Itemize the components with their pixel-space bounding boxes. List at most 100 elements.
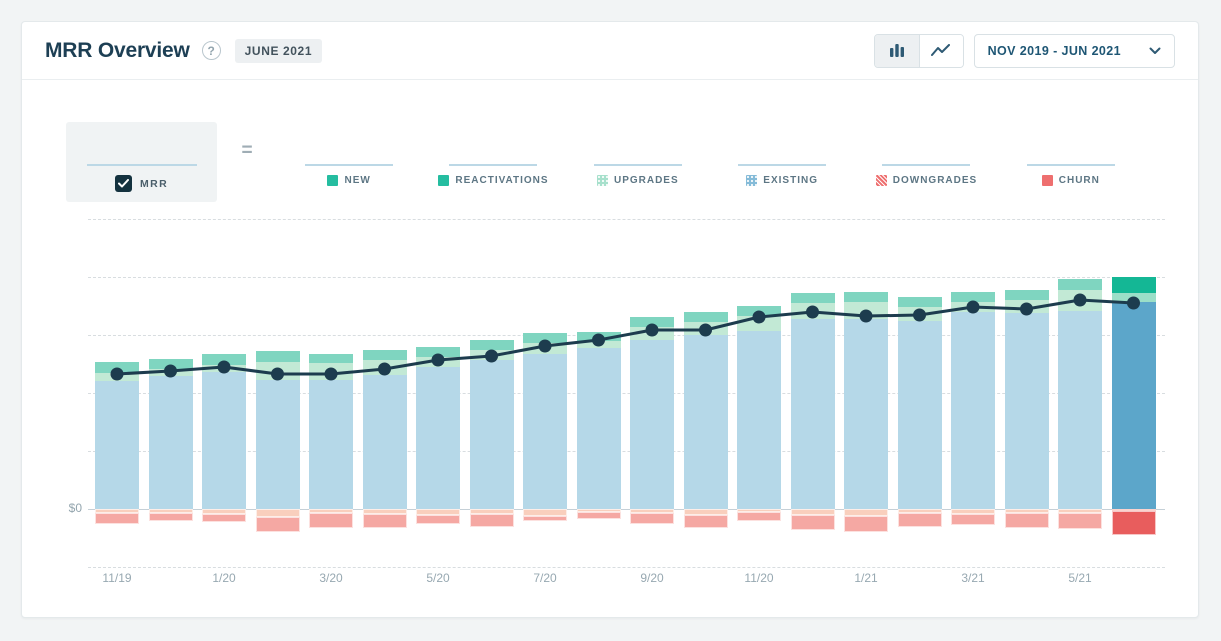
- legend-row: MRR = NEW REACTIVATIONS UPGRADES EXISTING DO…: [66, 122, 1143, 202]
- segment-existing: [1058, 311, 1102, 509]
- segment-new: [362, 350, 407, 360]
- mrr-point[interactable]: [966, 300, 980, 314]
- mrr-point[interactable]: [538, 339, 552, 353]
- bar-chart-toggle-button[interactable]: [874, 34, 919, 67]
- legend-label: REACTIVATIONS: [455, 175, 549, 186]
- segment-existing: [95, 381, 139, 509]
- mrr-point[interactable]: [217, 360, 231, 374]
- segment-churn: [1058, 513, 1102, 529]
- x-axis-label: 9/20: [640, 571, 664, 585]
- bar-12/20[interactable]: [790, 210, 835, 595]
- legend-sparkline: [738, 164, 827, 166]
- chart-type-toggle: [873, 33, 964, 68]
- segment-churn: [897, 513, 942, 527]
- x-axis-label: 11/19: [102, 571, 132, 585]
- mrr-label: MRR: [139, 177, 169, 190]
- mrr-point[interactable]: [752, 310, 766, 324]
- segment-downgrades: [683, 509, 728, 515]
- segment-downgrades: [95, 509, 139, 513]
- segment-downgrades: [790, 509, 835, 515]
- segment-new: [897, 297, 942, 307]
- mrr-chart: 11/19 1/20 3/20 5/20 7/20 9/20 11/20 1/21 3/21 5/…: [88, 210, 1165, 595]
- segment-churn: [523, 516, 567, 521]
- mrr-point[interactable]: [645, 323, 659, 337]
- segment-new: [1058, 279, 1102, 290]
- mrr-point[interactable]: [1073, 293, 1087, 307]
- x-axis-label: 1/20: [212, 571, 236, 585]
- upgrades-swatch-icon: [596, 175, 608, 186]
- legend-item-downgrades[interactable]: DOWNGRADES: [854, 122, 998, 202]
- segment-churn: [790, 515, 835, 530]
- reactivations-swatch-icon: [438, 175, 450, 186]
- legend-item-existing[interactable]: EXISTING: [710, 122, 854, 202]
- segment-existing: [951, 312, 995, 509]
- line-chart-toggle-button[interactable]: [918, 34, 963, 67]
- segment-new: [255, 351, 300, 362]
- date-range-dropdown[interactable]: NOV 2019 - JUN 2021: [973, 33, 1175, 68]
- mrr-point[interactable]: [699, 323, 712, 337]
- mrr-point[interactable]: [378, 362, 391, 376]
- legend-sparkline: [305, 164, 394, 166]
- mrr-point[interactable]: [164, 364, 177, 378]
- segment-downgrades: [844, 509, 888, 516]
- bar-5/20[interactable]: [416, 210, 460, 595]
- bar-5/21[interactable]: [1058, 210, 1102, 595]
- legend-sparkline: [882, 164, 971, 166]
- segment-downgrades: [1004, 509, 1049, 513]
- segment-churn: [844, 516, 888, 532]
- period-badge: JUNE 2021: [234, 38, 323, 63]
- legend-label: EXISTING: [763, 175, 818, 186]
- segment-new: [1111, 277, 1156, 293]
- gridline: [88, 393, 1165, 394]
- help-icon[interactable]: ?: [201, 41, 221, 60]
- mrr-point[interactable]: [110, 367, 124, 381]
- chevron-down-icon: [1149, 47, 1161, 54]
- segment-existing: [148, 376, 193, 509]
- segment-new: [469, 340, 514, 350]
- bar-1/20[interactable]: [202, 210, 246, 595]
- gridline: [88, 451, 1165, 452]
- x-axis-label: 1/21: [854, 571, 878, 585]
- bar-chart-icon: [889, 44, 904, 57]
- segment-churn: [683, 515, 728, 528]
- bar-1/21[interactable]: [844, 210, 888, 595]
- legend-item-churn[interactable]: CHURN: [999, 122, 1143, 202]
- segment-new: [309, 354, 353, 363]
- mrr-point[interactable]: [592, 333, 605, 347]
- bar-9/20[interactable]: [630, 210, 674, 595]
- legend-item-new[interactable]: NEW: [277, 122, 421, 202]
- mrr-point[interactable]: [324, 367, 338, 381]
- bar-7/20[interactable]: [523, 210, 567, 595]
- legend-item-reactivations[interactable]: REACTIVATIONS: [421, 122, 565, 202]
- segment-existing: [630, 340, 674, 509]
- segment-existing: [255, 380, 300, 509]
- mrr-metric-panel: MRR: [66, 122, 217, 202]
- mrr-checkbox[interactable]: [114, 175, 132, 192]
- segment-existing: [523, 354, 567, 509]
- bar-2/21[interactable]: [897, 210, 942, 595]
- mrr-point[interactable]: [913, 308, 926, 322]
- new-swatch-icon: [327, 175, 339, 186]
- x-axis-label: 3/20: [319, 571, 343, 585]
- mrr-point[interactable]: [859, 309, 873, 323]
- segment-existing: [202, 372, 246, 509]
- mrr-point[interactable]: [271, 367, 284, 381]
- legend-item-upgrades[interactable]: UPGRADES: [566, 122, 710, 202]
- segment-existing: [897, 321, 942, 509]
- segment-churn: [362, 514, 407, 528]
- segment-churn: [576, 512, 621, 519]
- segment-new: [523, 333, 567, 343]
- bar-10/20[interactable]: [683, 210, 728, 595]
- segment-churn: [202, 514, 246, 522]
- mrr-point[interactable]: [485, 349, 498, 363]
- segment-churn: [630, 513, 674, 524]
- segment-existing: [309, 380, 353, 509]
- segment-downgrades: [737, 509, 781, 512]
- legend-items: NEW REACTIVATIONS UPGRADES EXISTING DOWNGRAD…: [277, 122, 1143, 202]
- mrr-point[interactable]: [431, 353, 445, 367]
- y-axis-zero-label: $0: [68, 501, 82, 515]
- mrr-point[interactable]: [1127, 296, 1140, 310]
- segment-existing: [737, 331, 781, 509]
- mrr-point[interactable]: [806, 305, 819, 319]
- mrr-point[interactable]: [1020, 302, 1033, 316]
